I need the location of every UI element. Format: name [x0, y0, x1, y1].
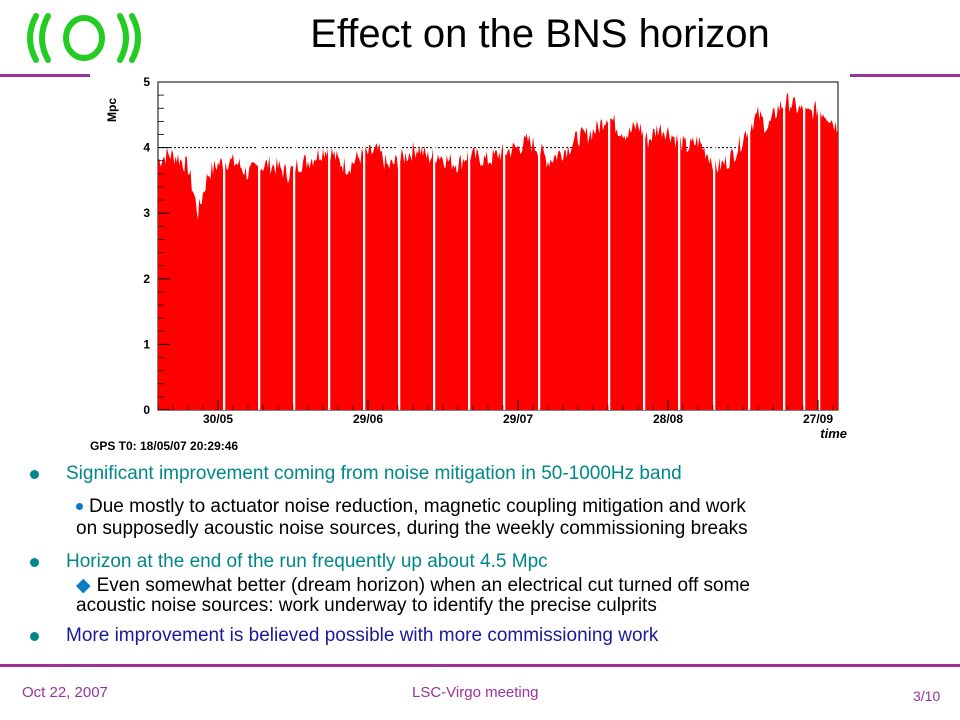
data-gap — [608, 83, 611, 410]
data-gap — [678, 83, 681, 410]
diamond-icon: ◆ — [76, 575, 91, 596]
sub-bullet-2-text: Even somewhat better (dream horizon) whe… — [96, 575, 750, 596]
data-gap — [713, 83, 716, 410]
x-tick-label: 29/07 — [503, 412, 533, 426]
x-axis-label: time — [820, 426, 847, 441]
data-gap — [363, 83, 366, 410]
x-tick-label: 27/09 — [803, 412, 833, 426]
bottom-divider — [0, 664, 960, 667]
horizon-chart-svg: 0 1 2 3 4 5 30/05 29/06 29/07 28/08 27/09 Mpc tim… — [90, 70, 850, 453]
data-gap — [433, 83, 436, 410]
bullet-1-text: Significant improvement coming from nois… — [66, 463, 682, 484]
data-gap — [293, 83, 296, 410]
y-tick-label: 1 — [143, 337, 150, 351]
y-tick-label: 3 — [143, 206, 150, 220]
data-gap — [503, 83, 506, 410]
bullet-dot-icon — [30, 632, 39, 641]
x-tick-label: 28/08 — [653, 412, 683, 426]
y-tick-label: 2 — [143, 272, 150, 286]
bullet-3-text: More improvement is believed possible wi… — [66, 625, 659, 646]
bullet-3: More improvement is believed possible wi… — [30, 624, 940, 648]
data-gap — [538, 83, 541, 410]
bullet-2-text: Horizon at the end of the run frequently… — [66, 551, 548, 572]
sub-bullet-2-cont: acoustic noise sources: work underway to… — [76, 595, 657, 616]
sub-bullet-1: Due mostly to actuator noise reduction, … — [30, 496, 940, 540]
bullet-dot-icon — [30, 470, 39, 479]
virgo-logo — [22, 10, 152, 66]
sub-bullet-2: ◆ Even somewhat better (dream horizon) wh… — [30, 576, 940, 616]
y-tick-label: 5 — [143, 75, 150, 89]
y-tick-label: 4 — [143, 141, 150, 155]
data-gap — [258, 83, 261, 410]
logo-waves-icon — [27, 13, 141, 63]
page-number: 3/10 — [913, 688, 941, 704]
footer-date: Oct 22, 2007 — [22, 684, 108, 701]
data-gap — [223, 83, 226, 410]
bullet-list: Significant improvement coming from nois… — [30, 460, 940, 648]
data-gap — [328, 83, 331, 410]
data-gap — [643, 83, 646, 410]
data-gap — [783, 83, 786, 410]
x-tick-label: 30/05 — [203, 412, 233, 426]
footer-event: LSC-Virgo meeting — [412, 684, 539, 701]
data-gap — [748, 83, 751, 410]
data-gap — [398, 83, 401, 410]
gps-annotation: GPS T0: 18/05/07 20:29:46 — [90, 439, 238, 453]
slide-title: Effect on the BNS horizon — [310, 12, 770, 56]
x-tick-label: 29/06 — [353, 412, 383, 426]
data-gap — [803, 83, 806, 410]
sub-bullet-1-cont: on supposedly acoustic noise sources, du… — [76, 518, 748, 539]
y-axis-label: Mpc — [105, 98, 119, 122]
horizon-chart: 0 1 2 3 4 5 30/05 29/06 29/07 28/08 27/09 Mpc tim… — [90, 70, 850, 453]
sub-bullet-1-text: Due mostly to actuator noise reduction, … — [89, 496, 746, 517]
small-dot-icon — [76, 503, 83, 511]
data-gap — [468, 83, 471, 410]
bullet-2: Horizon at the end of the run frequently… — [30, 550, 940, 574]
bullet-1: Significant improvement coming from nois… — [30, 462, 940, 486]
y-tick-label: 0 — [143, 403, 150, 417]
data-gap — [818, 83, 821, 410]
bullet-dot-icon — [30, 558, 39, 567]
